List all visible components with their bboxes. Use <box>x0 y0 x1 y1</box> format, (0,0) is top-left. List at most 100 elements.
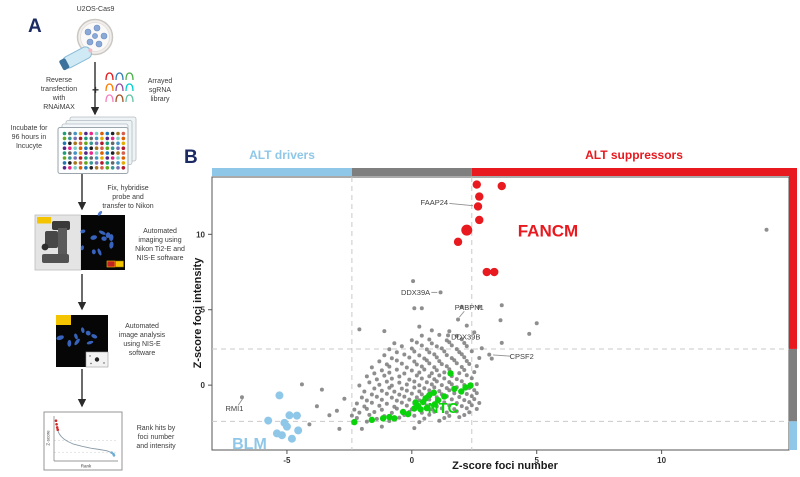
gray-point <box>464 359 469 364</box>
gray-point <box>429 371 434 376</box>
plate-well <box>78 166 83 170</box>
gray-point <box>452 407 457 412</box>
gray-point <box>474 382 479 387</box>
plate-well <box>84 131 88 136</box>
plot-panel <box>211 176 790 451</box>
annotation-leader <box>237 398 243 406</box>
rank-blue-hit <box>112 454 116 457</box>
gray-point <box>469 394 474 399</box>
plate-well <box>78 136 83 141</box>
gray-point <box>399 386 404 391</box>
cell-nucleus <box>81 327 85 334</box>
gray-point <box>457 371 462 376</box>
gray-point <box>382 373 387 378</box>
plate-well <box>78 131 83 136</box>
panel-a-illustrations: Z-score Rank <box>34 18 137 471</box>
plate-well <box>62 136 67 141</box>
gray-point <box>412 359 417 364</box>
plate-well <box>110 161 115 165</box>
plate-well <box>116 161 120 165</box>
gray-point <box>422 356 427 361</box>
jobs-chip <box>115 260 124 268</box>
gray-point <box>454 333 459 338</box>
gray-point <box>417 353 422 358</box>
gray-point <box>429 407 434 412</box>
cluster-label: FANCM <box>518 221 578 240</box>
plate-well <box>68 136 72 141</box>
gray-point <box>402 394 407 399</box>
sgrna-library-icons <box>105 72 134 103</box>
gray-point <box>439 406 444 411</box>
gray-point <box>527 331 532 336</box>
gray-point <box>367 412 372 417</box>
sgrna-icon <box>125 72 134 81</box>
plate-well <box>78 156 83 160</box>
gray-point <box>449 356 454 361</box>
blm-point <box>282 422 291 431</box>
gray-point <box>432 377 437 382</box>
micrograph-analysis <box>56 315 109 368</box>
x-tick-label: 5 <box>534 456 539 465</box>
gray-point <box>439 383 444 388</box>
gray-point <box>394 367 399 372</box>
gray-point <box>379 424 384 429</box>
cell-nucleus <box>108 234 114 242</box>
gray-point <box>417 370 422 375</box>
gray-point <box>369 365 374 370</box>
gray-point <box>447 403 452 408</box>
cell-nucleus <box>74 333 78 340</box>
gray-point <box>432 385 437 390</box>
gray-point <box>474 406 479 411</box>
plate-well <box>105 156 110 160</box>
top-bar-suppressors <box>471 168 797 176</box>
fancm-point <box>472 180 481 189</box>
plate-well <box>105 166 110 170</box>
fancm-point <box>497 181 506 191</box>
plate-well <box>89 131 94 136</box>
plate-well <box>121 136 126 141</box>
gray-point <box>427 374 432 379</box>
gray-point <box>389 376 394 381</box>
gray-point <box>352 407 357 412</box>
gray-point <box>447 329 452 334</box>
right-bar-neutral <box>789 348 797 422</box>
gray-point <box>412 379 417 384</box>
plate-well <box>84 136 88 141</box>
plate-well <box>84 166 88 170</box>
gray-point <box>444 386 449 391</box>
gray-point <box>239 395 244 400</box>
gray-point <box>397 392 402 397</box>
plate-well <box>78 141 83 146</box>
blm-point <box>264 416 273 425</box>
gray-point <box>434 355 439 360</box>
plate-well <box>73 166 77 170</box>
gray-point <box>446 333 451 338</box>
sgrna-icon <box>105 72 114 81</box>
plate-well <box>84 141 88 146</box>
gray-point <box>464 344 469 349</box>
gray-point <box>432 409 437 414</box>
annotation-leader <box>449 202 474 207</box>
gray-point <box>437 359 442 364</box>
rank-xlabel: Rank <box>81 464 92 469</box>
gray-point <box>362 389 367 394</box>
gray-point <box>384 379 389 384</box>
plate-well <box>84 156 88 160</box>
rank-red-hit <box>55 423 58 426</box>
gray-point <box>387 347 392 352</box>
gray-point <box>439 362 444 367</box>
gray-point <box>372 371 377 376</box>
gray-point <box>438 290 443 295</box>
plate-well <box>100 156 104 160</box>
plate-well <box>78 151 83 155</box>
gray-point <box>369 392 374 397</box>
gray-point <box>394 398 399 403</box>
gene-annotation: FAAP24 <box>421 198 449 207</box>
gray-point <box>422 416 427 421</box>
cell-nucleus <box>97 248 102 256</box>
fancm-point <box>490 267 499 277</box>
gray-point <box>427 337 432 342</box>
nis-chip <box>106 260 116 268</box>
gray-point <box>424 347 429 352</box>
step-sgrna-text: Arrayed sgRNA library <box>147 78 173 104</box>
